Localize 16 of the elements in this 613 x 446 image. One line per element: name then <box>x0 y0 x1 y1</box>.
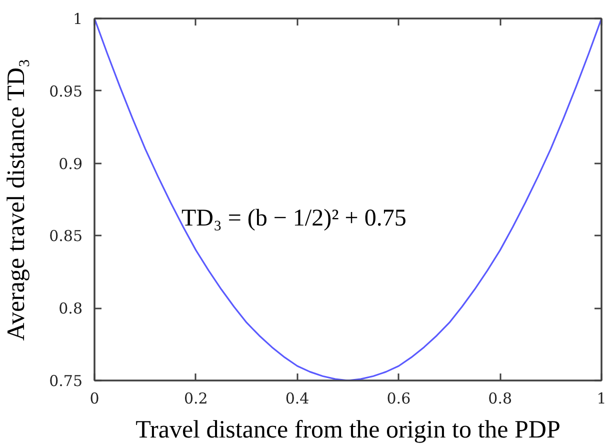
y-axis-title: Average travel distance TD₃ <box>3 58 30 341</box>
x-tick-label: 0.6 <box>386 390 411 408</box>
x-tick-label: 1 <box>596 390 606 408</box>
x-tick-label: 0.4 <box>285 390 310 408</box>
y-tick-label: 0.75 <box>49 372 83 390</box>
y-tick-label: 1 <box>72 10 83 28</box>
y-tick-label: 0.95 <box>49 82 83 100</box>
x-tick-label: 0.2 <box>184 390 208 408</box>
y-tick-label: 0.8 <box>58 300 83 318</box>
line-series <box>94 18 602 380</box>
y-tick-label: 0.9 <box>58 154 83 173</box>
x-axis-title: Travel distance from the origin to the PDP <box>136 416 560 444</box>
annotation: TD₃ = (b − 1/2)² + 0.75 <box>182 206 406 232</box>
y-tick-label: 0.85 <box>49 227 83 246</box>
x-tick-label: 0.8 <box>488 390 512 408</box>
x-tick-label: 0 <box>90 390 100 408</box>
